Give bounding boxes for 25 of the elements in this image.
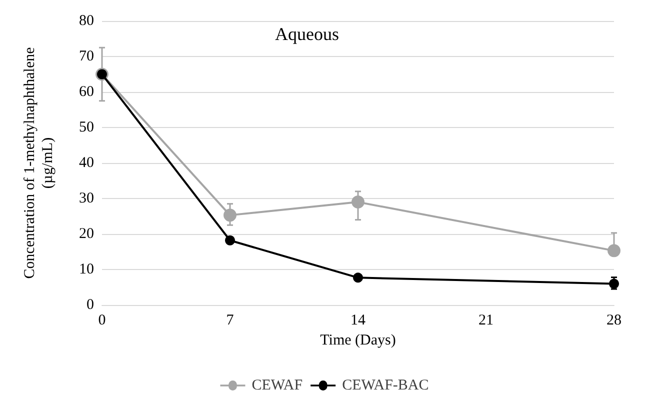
point <box>352 196 364 209</box>
y-tick-label: 0 <box>86 297 94 313</box>
y-tick-label: 80 <box>79 13 94 29</box>
y-tick-label: 70 <box>79 48 94 64</box>
x-tick-label: 28 <box>606 312 622 328</box>
x-axis-title: Time (Days) <box>320 332 396 348</box>
x-tick-label: 7 <box>226 312 234 328</box>
x-tick-label: 14 <box>350 312 366 328</box>
y-tick-label: 30 <box>79 190 94 206</box>
point <box>225 235 235 246</box>
point <box>353 272 363 283</box>
y-axis-title: Concentration of 1-methylnaphthalene (µg/mL) <box>22 46 56 279</box>
y-tick-label: 60 <box>79 84 94 100</box>
point <box>608 244 620 258</box>
point <box>609 278 619 289</box>
y-tick-label: 50 <box>79 120 94 136</box>
legend-label: CEWAF-BAC <box>342 378 429 394</box>
chart-title: Aqueous <box>275 24 339 44</box>
point <box>224 208 236 222</box>
y-tick-label: 10 <box>79 262 94 278</box>
y-tick-label: 20 <box>79 226 94 242</box>
y-tick-label: 40 <box>79 155 94 171</box>
legend-label: CEWAF <box>252 378 303 394</box>
x-tick-label: 21 <box>478 312 494 328</box>
x-tick-label: 0 <box>98 312 106 328</box>
